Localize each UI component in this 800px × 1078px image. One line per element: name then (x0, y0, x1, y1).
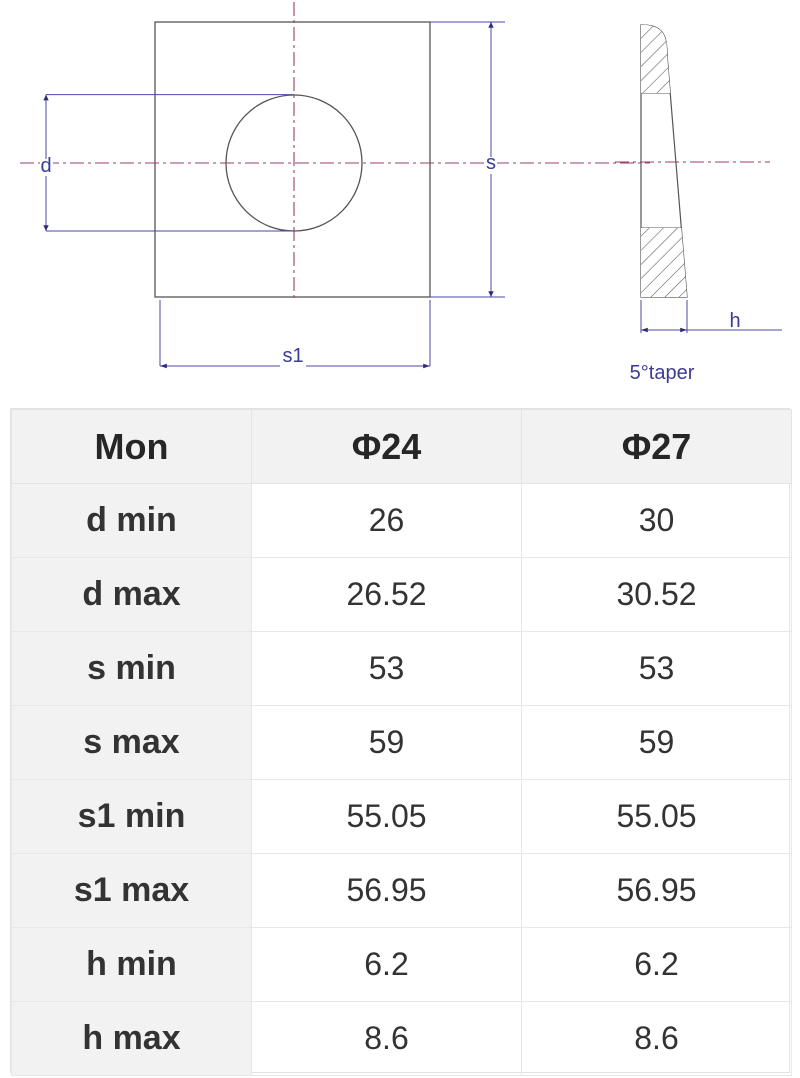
svg-text:d: d (40, 155, 51, 177)
svg-text:s1: s1 (282, 345, 303, 367)
svg-text:s: s (486, 152, 496, 174)
svg-text:5°taper: 5°taper (630, 362, 695, 384)
svg-text:h: h (729, 310, 740, 332)
